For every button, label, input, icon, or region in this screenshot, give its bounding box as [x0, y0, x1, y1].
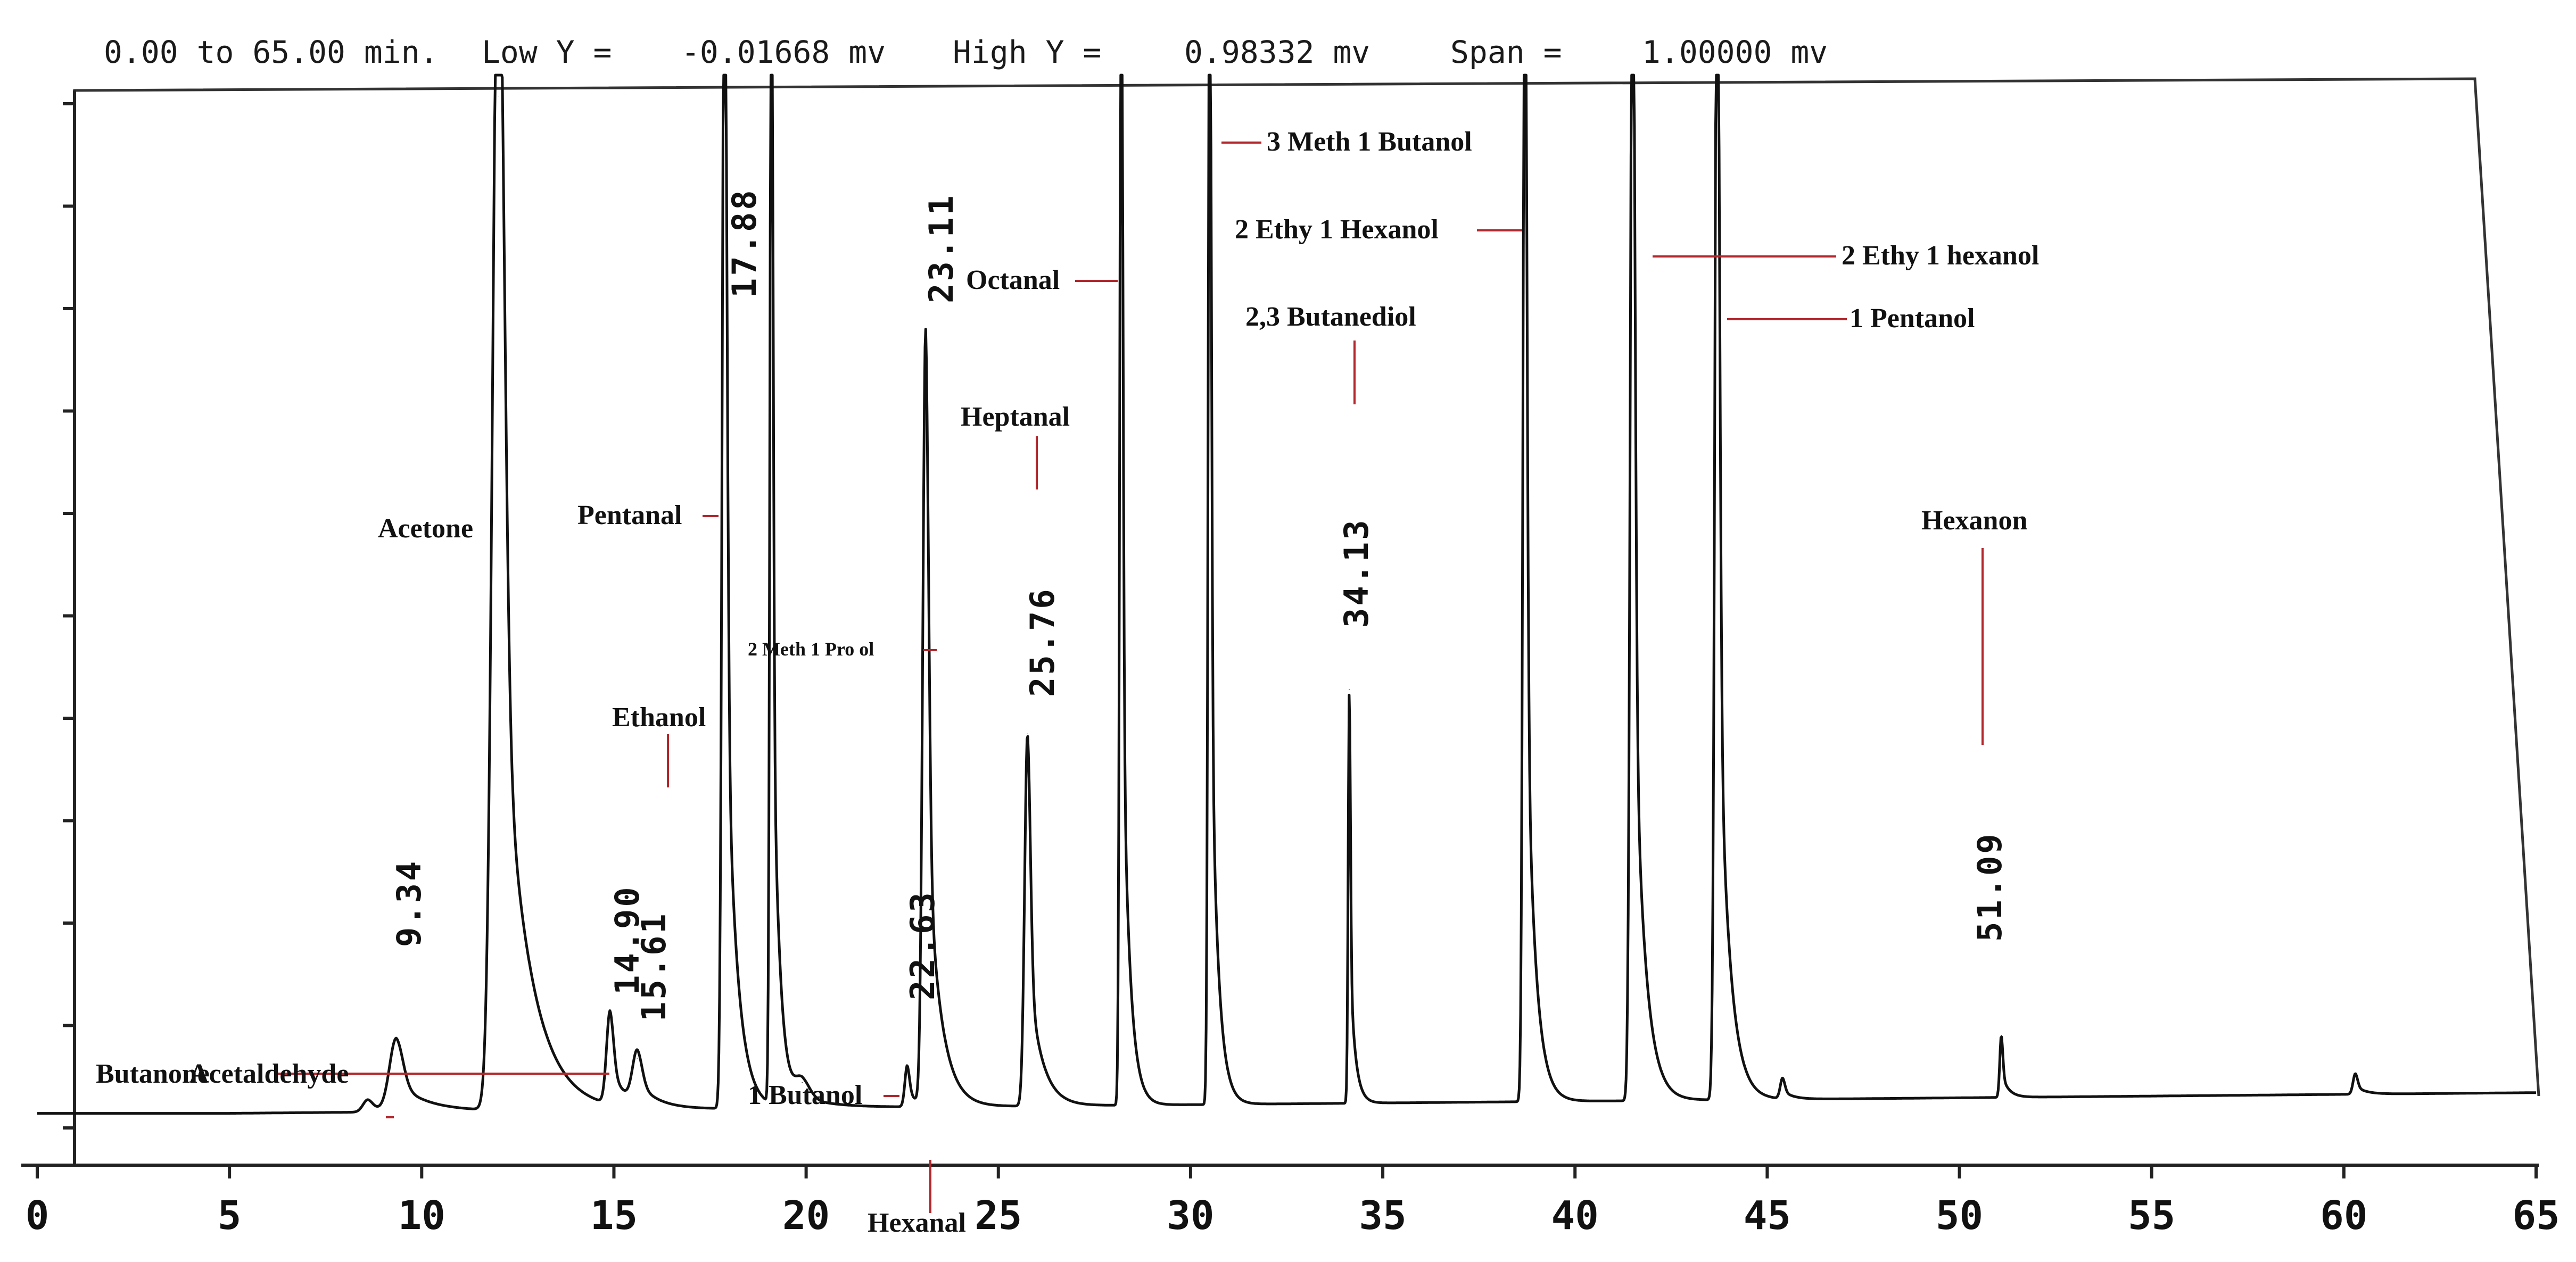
- y-ticks: [63, 102, 75, 1130]
- x-tick-label: 55: [2128, 1193, 2175, 1239]
- header: 0.00 to 65.00 min. Low Y = -0.01668 mv H…: [104, 34, 1828, 70]
- header-high-label: High Y =: [953, 34, 1101, 70]
- x-tick-label: 60: [2320, 1193, 2367, 1239]
- label-butanone: Butanone: [96, 1059, 210, 1089]
- label-1-butanol: 1 Butanol: [748, 1080, 862, 1110]
- label-2-meth-1-pro-ol: 2 Meth 1 Pro ol: [748, 638, 874, 660]
- label-hexanal: Hexanal: [868, 1208, 966, 1238]
- header-high-value: 0.98332 mv: [1184, 34, 1370, 70]
- label-heptanal: Heptanal: [961, 402, 1070, 432]
- rt-label-15-61: 15.61: [634, 911, 673, 1022]
- x-tick-label: 40: [1551, 1193, 1599, 1239]
- x-tick-label: 10: [398, 1193, 445, 1239]
- x-tick-label: 0: [26, 1193, 49, 1239]
- rt-label-22-63: 22.63: [903, 890, 942, 1000]
- header-range: 0.00 to 65.00 min.: [104, 34, 439, 70]
- x-tick-label: 65: [2512, 1193, 2560, 1239]
- chromatogram-trace: [36, 73, 2537, 1115]
- label-2-ethy-1-hexanol-a: 2 Ethy 1 Hexanol: [1235, 214, 1439, 245]
- x-tick-label: 35: [1359, 1193, 1407, 1239]
- header-span-value: 1.00000 mv: [1642, 34, 1828, 70]
- label-1-pentanol: 1 Pentanol: [1850, 303, 1975, 334]
- rt-label-34-13: 34.13: [1337, 518, 1376, 628]
- retention-time-labels: 9.34 14.90 15.61 17.88 22.63 23.11 25.76…: [390, 188, 2009, 1022]
- rt-label-9-34: 9.34: [390, 859, 428, 947]
- label-acetaldehyde: Acetaldehyde: [189, 1059, 349, 1089]
- peak-markers: [367, 96, 2356, 1100]
- rt-label-25-76: 25.76: [1023, 587, 1062, 697]
- header-low-label: Low Y =: [482, 34, 612, 70]
- label-acetone: Acetone: [378, 513, 473, 544]
- label-pentanal: Pentanal: [577, 500, 682, 530]
- x-tick-label: 5: [218, 1193, 242, 1239]
- label-3-meth-1-butanol: 3 Meth 1 Butanol: [1267, 127, 1472, 157]
- x-tick-label: 15: [590, 1193, 638, 1239]
- header-low-value: -0.01668 mv: [681, 34, 886, 70]
- x-tick-label: 20: [782, 1193, 830, 1239]
- rt-label-51-09: 51.09: [1970, 832, 2009, 942]
- x-tick-label: 30: [1167, 1193, 1214, 1239]
- rt-label-17-88: 17.88: [725, 188, 764, 298]
- label-2-3-butanediol: 2,3 Butanediol: [1245, 302, 1416, 332]
- x-tick-label: 45: [1744, 1193, 1791, 1239]
- x-tick-label: 25: [975, 1193, 1022, 1239]
- label-ethanol: Ethanol: [612, 702, 706, 733]
- x-tick-label: 50: [1936, 1193, 1983, 1239]
- label-2-ethy-1-hexanol-b: 2 Ethy 1 hexanol: [1842, 240, 2039, 271]
- x-ticks: 0 5 10 15 20 25 30 35 40 45 50 55 60 65: [26, 1165, 2560, 1239]
- header-span-label: Span =: [1450, 34, 1562, 70]
- label-hexanon: Hexanon: [1921, 505, 2027, 536]
- label-octanal: Octanal: [966, 265, 1060, 295]
- leader-lines: [277, 142, 1984, 1213]
- compound-labels: Acetaldehyde Butanone Acetone Ethanol Pe…: [96, 127, 2039, 1238]
- rt-label-14-90: 14.90: [608, 885, 647, 995]
- rt-label-23-11: 23.11: [922, 193, 961, 303]
